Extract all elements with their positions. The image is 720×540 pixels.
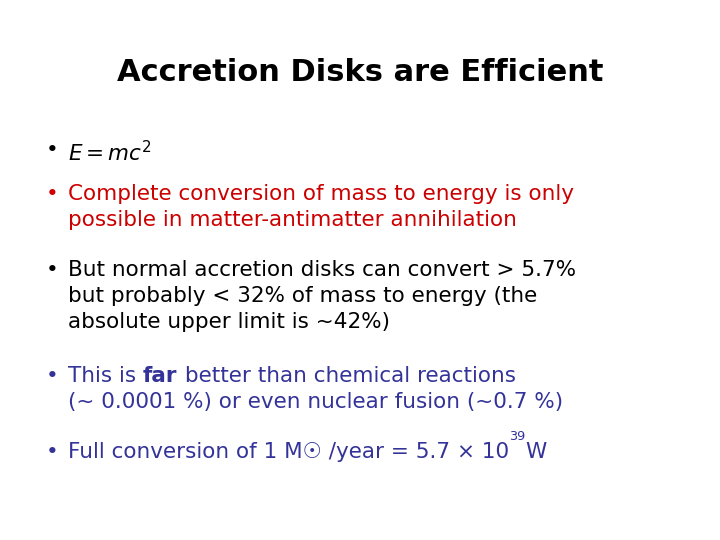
Text: Accretion Disks are Efficient: Accretion Disks are Efficient: [117, 58, 603, 87]
Text: •: •: [45, 366, 58, 386]
Text: Full conversion of 1 M☉ /year = 5.7 × 10: Full conversion of 1 M☉ /year = 5.7 × 10: [68, 442, 509, 462]
Text: 39: 39: [509, 430, 526, 443]
Text: •: •: [45, 184, 58, 204]
Text: But normal accretion disks can convert > 5.7%: But normal accretion disks can convert >…: [68, 260, 576, 280]
Text: (~ 0.0001 %) or even nuclear fusion (~0.7 %): (~ 0.0001 %) or even nuclear fusion (~0.…: [68, 392, 563, 412]
Text: •: •: [45, 140, 58, 160]
Text: but probably < 32% of mass to energy (the: but probably < 32% of mass to energy (th…: [68, 286, 537, 306]
Text: •: •: [45, 442, 58, 462]
Text: far: far: [143, 366, 178, 386]
Text: $E = mc^2$: $E = mc^2$: [68, 140, 152, 165]
Text: W: W: [526, 442, 546, 462]
Text: absolute upper limit is ~42%): absolute upper limit is ~42%): [68, 312, 390, 332]
Text: better than chemical reactions: better than chemical reactions: [178, 366, 516, 386]
Text: This is: This is: [68, 366, 143, 386]
Text: Complete conversion of mass to energy is only: Complete conversion of mass to energy is…: [68, 184, 574, 204]
Text: possible in matter-antimatter annihilation: possible in matter-antimatter annihilati…: [68, 210, 517, 230]
Text: •: •: [45, 260, 58, 280]
